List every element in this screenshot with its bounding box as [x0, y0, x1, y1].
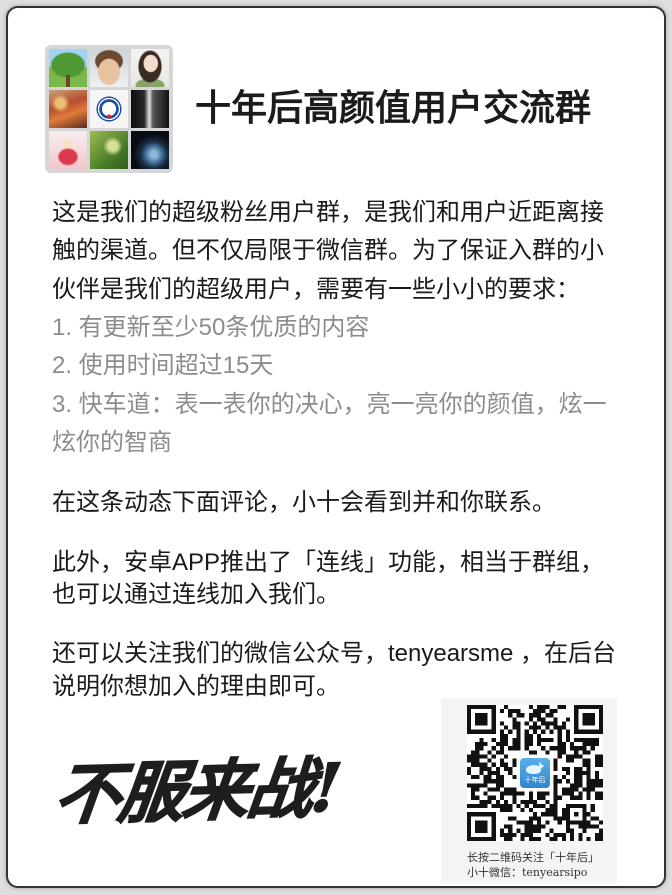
- requirement-item: 3. 快车道：表一表你的决心，亮一亮你的颜值，炫一: [52, 390, 607, 418]
- app-note-line: 此外，安卓APP推出了「连线」功能，相当于群组，: [52, 548, 605, 576]
- intro-line: 这是我们的超级粉丝用户群，是我们和用户近距离接: [52, 199, 604, 226]
- requirement-item: 2. 使用时间超过15天: [52, 352, 274, 380]
- avatar-tile-leaves: [90, 131, 128, 169]
- qr-caption: 长按二维码关注「十年后」 小十微信：tenyearsipo: [467, 850, 599, 880]
- requirements-list: 1. 有更新至少50条优质的内容 2. 使用时间超过15天 3. 快车道：表一表…: [52, 309, 607, 462]
- requirement-item: 1. 有更新至少50条优质的内容: [52, 314, 370, 341]
- comment-note-line: 在这条动态下面评论，小十会看到并和你联系。: [52, 488, 556, 516]
- qr-center-logo: 十年后: [518, 756, 552, 790]
- group-avatar: [45, 45, 173, 173]
- requirement-item-continued: 炫你的智商: [52, 428, 172, 456]
- avatar-tile-festival: [49, 90, 87, 128]
- qr-pattern: [467, 705, 603, 841]
- group-title: 十年后高颜值用户交流群: [195, 87, 592, 128]
- intro-line: 伙伴是我们的超级用户，需要有一些小小的要求：: [52, 275, 580, 303]
- qr-caption-line: 长按二维码关注「十年后」: [467, 850, 599, 864]
- slogan-calligraphy: 不服来战!: [50, 748, 344, 835]
- avatar-tile-anime-girl: [131, 49, 169, 87]
- avatar-tile-blue-jays-logo: [90, 90, 128, 128]
- avatar-tile-earth: [131, 131, 169, 169]
- wechat-note: 还可以关注我们的微信公众号，tenyearsme ，在后台 说明你想加入的理由即…: [52, 637, 616, 703]
- wechat-note-line: 说明你想加入的理由即可。: [52, 672, 340, 700]
- poster-card: 十年后高颜值用户交流群 这是我们的超级粉丝用户群，是我们和用户近距离接 触的渠道…: [6, 6, 666, 888]
- avatar-tile-landscape: [49, 49, 87, 87]
- avatar-tile-boy: [90, 49, 128, 87]
- comment-note: 在这条动态下面评论，小十会看到并和你联系。: [52, 486, 556, 519]
- qr-logo-text: 十年后: [524, 777, 546, 784]
- app-note-line: 也可以通过连线加入我们。: [52, 581, 340, 609]
- wechat-note-line: 还可以关注我们的微信公众号，tenyearsme ，在后台: [52, 639, 617, 667]
- avatar-tile-monochrome: [131, 90, 169, 128]
- wechat-id-line: 小十微信：tenyearsipo: [467, 865, 588, 879]
- whale-icon: [526, 762, 544, 774]
- avatar-tile-flower: [49, 131, 87, 169]
- intro-paragraph: 这是我们的超级粉丝用户群，是我们和用户近距离接 触的渠道。但不仅局限于微信群。为…: [52, 194, 604, 309]
- qr-modules: [467, 705, 603, 841]
- app-note: 此外，安卓APP推出了「连线」功能，相当于群组， 也可以通过连线加入我们。: [52, 547, 604, 612]
- intro-line: 触的渠道。但不仅局限于微信群。为了保证入群的小: [52, 237, 604, 265]
- qr-code[interactable]: 十年后: [467, 705, 603, 841]
